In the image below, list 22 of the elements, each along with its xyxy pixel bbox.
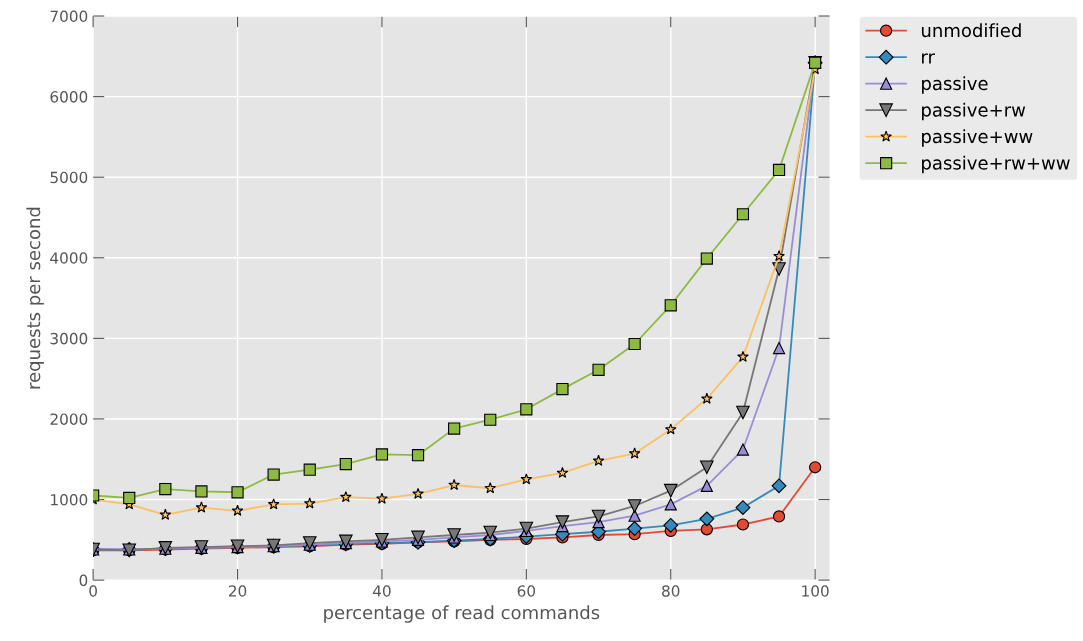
y-tick-label: 5000 bbox=[50, 171, 88, 184]
x-axis-title: percentage of read commands bbox=[324, 605, 600, 623]
y-axis-title: requests per second bbox=[26, 207, 44, 389]
y-tick-label: 1000 bbox=[51, 493, 88, 506]
y-tick-label: 7000 bbox=[50, 10, 88, 23]
legend-label: passive+rw+ww bbox=[922, 155, 1070, 174]
x-tick-label: 20 bbox=[228, 585, 247, 597]
legend-label: rr bbox=[922, 53, 935, 64]
x-tick-label: 0 bbox=[89, 585, 97, 597]
x-tick-label: 40 bbox=[372, 585, 391, 597]
y-tick-label: 3000 bbox=[50, 332, 88, 345]
x-tick-label: 60 bbox=[517, 585, 536, 597]
y-tick-label: 2000 bbox=[50, 413, 88, 425]
y-tick-label: 0 bbox=[79, 574, 88, 587]
y-tick-label: 6000 bbox=[50, 91, 88, 103]
legend-label: passive bbox=[922, 76, 988, 94]
legend-label: unmodified bbox=[921, 23, 1021, 38]
legend-label: passive+rw bbox=[922, 102, 1026, 121]
x-tick-label: 100 bbox=[802, 585, 829, 597]
legend-label: passive+ww bbox=[922, 129, 1033, 147]
x-tick-label: 80 bbox=[662, 585, 680, 597]
y-tick-label: 4000 bbox=[50, 252, 88, 264]
